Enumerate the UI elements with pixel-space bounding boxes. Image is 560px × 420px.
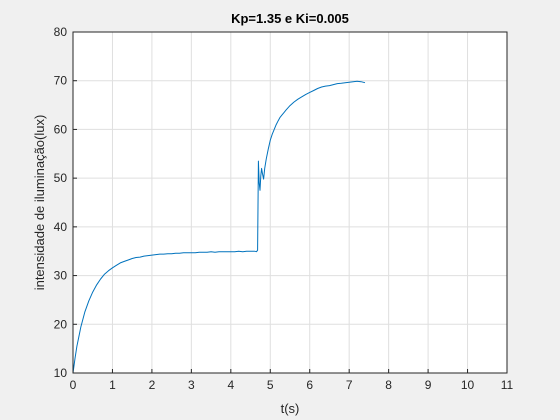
x-tick-label: 2 xyxy=(149,378,156,392)
y-tick-label: 50 xyxy=(54,171,68,185)
ticks: 0 1 2 3 4 5 6 7 8 9 10 11 10 20 30 40 50 60 70 80 xyxy=(54,25,514,392)
x-tick-label: 10 xyxy=(461,378,475,392)
x-tick-label: 1 xyxy=(109,378,116,392)
x-axis-label: t(s) xyxy=(281,401,300,416)
chart-title: Kp=1.35 e Ki=0.005 xyxy=(231,11,349,26)
x-tick-label: 5 xyxy=(267,378,274,392)
x-tick-label: 7 xyxy=(346,378,353,392)
y-tick-label: 40 xyxy=(54,220,68,234)
y-tick-label: 20 xyxy=(54,317,68,331)
x-tick-label: 4 xyxy=(227,378,234,392)
x-tick-label: 9 xyxy=(425,378,432,392)
plot-frame xyxy=(72,31,508,374)
y-tick-label: 80 xyxy=(54,25,68,39)
series-line-0 xyxy=(72,80,366,374)
y-axis-label: intensidade de iluminação(lux) xyxy=(32,115,47,291)
y-tick-label: 30 xyxy=(54,269,68,283)
y-tick-label: 60 xyxy=(54,122,68,136)
x-tick-label: 8 xyxy=(385,378,392,392)
y-tick-label: 70 xyxy=(54,74,68,88)
y-tick-label: 10 xyxy=(54,366,68,380)
x-tick-label: 6 xyxy=(306,378,313,392)
x-tick-label: 11 xyxy=(501,378,514,392)
x-tick-label: 0 xyxy=(70,378,77,392)
plot-area xyxy=(73,32,507,373)
x-tick-label: 3 xyxy=(188,378,195,392)
series-layer xyxy=(72,80,366,374)
